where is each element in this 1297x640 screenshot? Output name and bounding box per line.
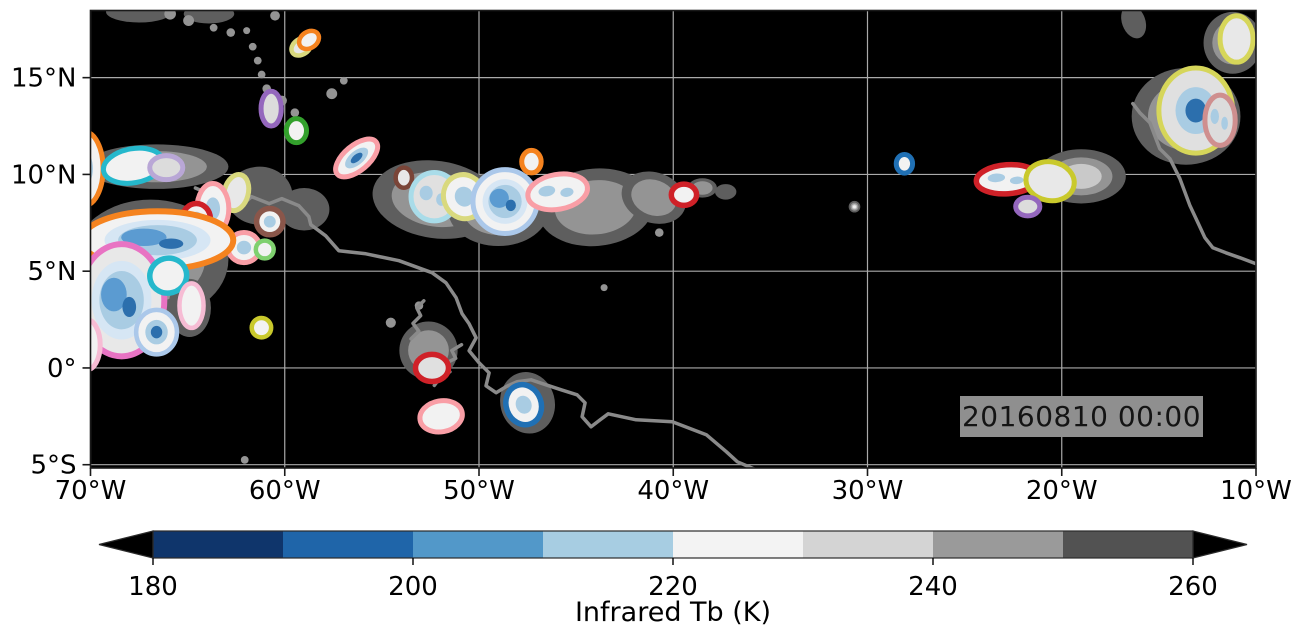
cloud-dot [183,15,195,26]
cloud-dot [164,10,176,20]
cloud-dot [243,27,251,35]
cell-rosybrown-africa [1202,92,1238,148]
cell-green-small-west [253,238,276,261]
cell-cyan-box [147,255,190,296]
colorbar-segment [543,531,673,558]
cell-red-40w [668,181,700,209]
cloud-blob [106,10,173,23]
coastline-path [1131,101,1256,266]
x-tick-label: 40°W [637,476,709,506]
timestamp-badge: 20160810 00:00 [960,396,1203,437]
cloud-dot [226,28,236,37]
cloud-dot [253,56,262,65]
cloud-dot [248,42,257,51]
cell-green-north [283,116,310,146]
cell-yellow-east [1023,159,1077,204]
cloud-blob [621,171,687,224]
cell-pink-south [417,398,465,435]
colorbar-segment [803,531,933,558]
cell-orange-small-chain [519,147,544,176]
cloud-dot [326,88,338,100]
colorbar: 180 200 220 240 260 [98,530,1248,602]
colorbar-tick-label: 260 [1168,572,1218,602]
y-tick-label: 5°S [30,451,76,481]
coastline-path [193,186,757,468]
cloud-blob [1121,10,1147,39]
cloud-dot [654,228,664,237]
cloud-dot [209,23,218,32]
cell-yellow-small-west [249,315,274,340]
colorbar-segment [673,531,803,558]
colorbar-right-arrow [1192,530,1248,559]
x-tick-label: 70°W [55,476,127,506]
colorbar-tick-label: 240 [908,572,958,602]
cloud-dot [240,456,249,464]
colorbar-tick-label: 180 [128,572,178,602]
cloud-blob [848,200,861,213]
cell-purple-small-east [1013,194,1043,219]
cloud-dot [385,317,396,328]
coastline-path [409,299,426,341]
cell-salmon-diagonal [333,136,381,180]
cell-brown-west [253,205,286,238]
cell-orange-tiny-north [296,28,322,52]
y-tick-label: 10°N [11,160,77,190]
cell-red-south [412,351,452,385]
cloud-dot [290,108,300,117]
axis-labels: 70°W 60°W 50°W 40°W 30°W 20°W 10°W 15°N 10°N 5°N 0… [11,64,1292,506]
cell-lightpink-double [177,281,206,331]
y-tick-label: 0° [47,354,77,384]
cell-yellow-africa-north [1217,13,1256,65]
x-tick-label: 50°W [443,476,515,506]
cell-blue-dot-28w [893,151,916,176]
cloud-dot [257,70,266,79]
cloud-blob [715,184,737,200]
cell-cornflower-southwest [133,307,180,357]
colorbar-label: Infrared Tb (K) [574,597,772,628]
cell-blue-south [503,381,545,428]
cloud-dot [270,10,280,21]
y-tick-label: 15°N [11,64,77,94]
map-layers [90,10,1256,468]
x-tick-label: 20°W [1026,476,1098,506]
tracked-cells-layer [90,13,1256,435]
cell-lavender [147,153,186,183]
colorbar-tick-label: 220 [648,572,698,602]
cell-cornflower-chain [470,167,540,236]
colorbar-segment [1063,531,1193,558]
cell-brown-small-chain [393,165,415,191]
cloud-blob [183,10,235,24]
cloud-dot [339,76,348,85]
x-tick-label: 10°W [1220,476,1292,506]
y-tick-label: 5°N [28,257,77,287]
cell-pink-edge-southwest [90,317,103,372]
colorbar-segment [413,531,543,558]
colorbar-segment [283,531,413,558]
cell-purple-north [258,88,284,129]
x-tick-label: 30°W [832,476,904,506]
cloud-dot [600,284,608,292]
colorbar-segment [153,531,283,558]
colorbar-left-arrow [98,530,154,559]
x-tick-label: 60°W [249,476,321,506]
colorbar-segment [933,531,1063,558]
colorbar-tick-label: 200 [388,572,438,602]
cell-salmon-east-chain [525,171,590,213]
